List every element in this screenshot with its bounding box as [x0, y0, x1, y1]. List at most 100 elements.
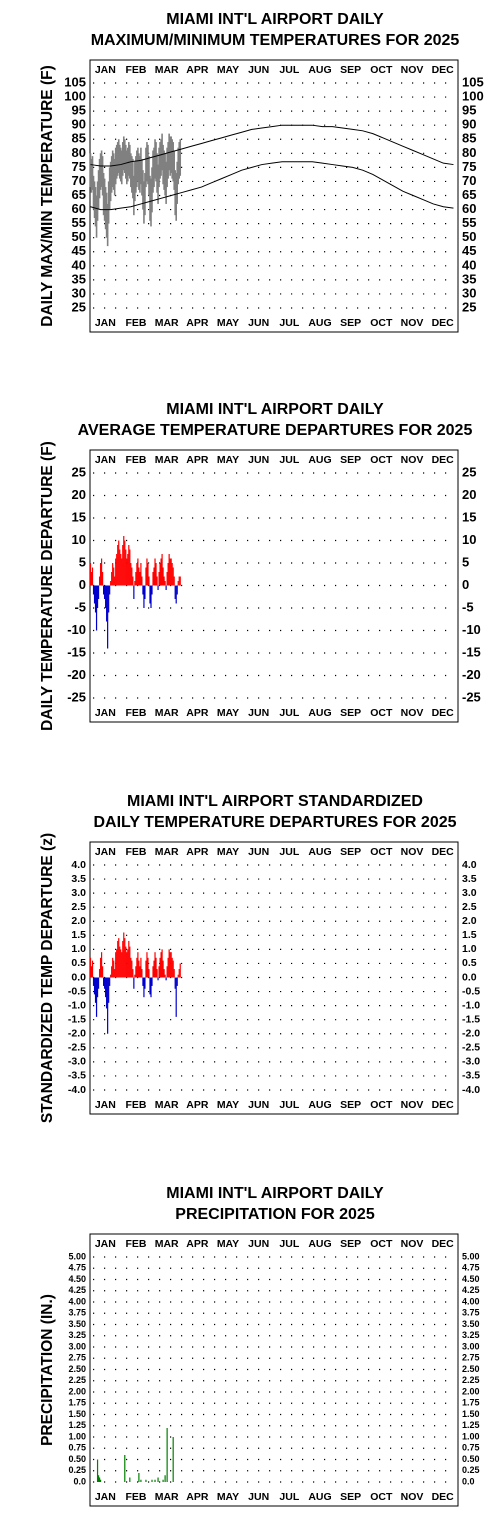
- bar: [113, 567, 115, 586]
- y-tick-label: -2.5: [68, 1042, 86, 1054]
- y-tick-label: 0.50: [68, 1454, 86, 1464]
- bar: [157, 585, 159, 590]
- month-label-bottom: JUN: [248, 317, 269, 329]
- month-label-top: DEC: [432, 1238, 455, 1250]
- y-tick-label-right: -3.5: [462, 1070, 480, 1082]
- month-label-top: JUN: [248, 1238, 269, 1250]
- y-tick-label-right: 2.0: [462, 915, 477, 927]
- bar: [157, 1477, 159, 1482]
- bar: [94, 585, 97, 613]
- month-label-top: APR: [186, 64, 209, 76]
- bar: [163, 969, 165, 978]
- bar: [103, 977, 105, 986]
- y-tick-label-right: 0.75: [462, 1443, 480, 1453]
- y-tick-label-right: 1.50: [462, 1409, 480, 1419]
- y-tick-label-right: 3.75: [462, 1308, 480, 1318]
- month-label-bottom: MAY: [217, 1491, 239, 1503]
- month-label-bottom: OCT: [370, 707, 393, 719]
- bar: [176, 977, 178, 986]
- y-tick-label: 3.75: [68, 1308, 86, 1318]
- bar: [143, 977, 145, 998]
- bar: [179, 963, 181, 978]
- bar: [134, 581, 136, 586]
- month-label-bottom: JUN: [248, 707, 269, 719]
- y-tick-label-right: 2.00: [462, 1386, 480, 1396]
- bar: [98, 576, 101, 586]
- bar: [96, 1459, 99, 1482]
- y-tick-label-right: -25: [462, 689, 481, 704]
- chart-title: MIAMI INT'L AIRPORT DAILY: [166, 11, 384, 28]
- bar: [116, 554, 118, 586]
- bar: [136, 957, 138, 978]
- month-label-top: APR: [186, 1238, 209, 1250]
- month-label-top: MAR: [155, 64, 179, 76]
- bar: [179, 576, 181, 586]
- bar: [89, 957, 92, 978]
- bar: [129, 946, 131, 978]
- y-tick-label: 60: [72, 201, 86, 216]
- y-tick-label: 75: [72, 159, 86, 174]
- bar: [160, 952, 162, 978]
- y-tick-label: 40: [72, 257, 86, 272]
- bar: [118, 938, 120, 978]
- bar: [93, 585, 96, 604]
- y-axis-label: STANDARDIZED TEMP DEPARTURE (z): [39, 833, 56, 1123]
- bar: [128, 545, 130, 586]
- bar: [138, 567, 140, 586]
- y-tick-label: 10: [72, 532, 86, 547]
- bar: [132, 969, 134, 978]
- bar: [154, 558, 156, 586]
- month-label-bottom: APR: [186, 1491, 209, 1503]
- month-label-bottom: JAN: [95, 707, 116, 719]
- y-tick-label: 95: [72, 103, 86, 118]
- bar: [169, 952, 171, 978]
- bar: [133, 977, 135, 989]
- bar: [99, 563, 102, 586]
- bar: [146, 558, 148, 586]
- y-tick-label-right: -2.0: [462, 1028, 480, 1040]
- bar: [97, 977, 100, 989]
- bar: [142, 977, 144, 986]
- bar: [168, 554, 170, 586]
- y-tick-label-right: 1.0: [462, 943, 477, 955]
- bar: [167, 563, 169, 586]
- y-tick-label-right: 85: [462, 131, 476, 146]
- month-label-bottom: SEP: [340, 1491, 361, 1503]
- bar: [164, 1475, 166, 1482]
- bar: [122, 545, 124, 586]
- bar: [125, 946, 127, 978]
- bar: [92, 585, 95, 595]
- bar: [172, 960, 174, 978]
- bar: [118, 540, 120, 586]
- bar: [93, 977, 96, 995]
- bar: [125, 549, 127, 586]
- bar: [91, 567, 94, 586]
- month-label-bottom: AUG: [308, 707, 331, 719]
- y-tick-label-right: 4.75: [462, 1263, 480, 1273]
- bar: [154, 1479, 156, 1482]
- normal-line: [90, 161, 454, 211]
- bar: [97, 585, 100, 599]
- month-label-top: MAR: [155, 846, 179, 858]
- bar: [175, 585, 177, 604]
- bar: [94, 977, 97, 1003]
- bar: [144, 585, 146, 599]
- bar: [128, 940, 130, 978]
- y-tick-label-right: 50: [462, 229, 476, 244]
- bar: [174, 977, 176, 989]
- y-tick-label-right: -1.0: [462, 999, 480, 1011]
- bar: [89, 563, 92, 586]
- bar: [142, 585, 144, 595]
- bar: [108, 977, 110, 1003]
- month-label-top: JAN: [95, 64, 116, 76]
- y-tick-label-right: 1.5: [462, 929, 477, 941]
- y-tick-label-right: 40: [462, 257, 476, 272]
- y-tick-label-right: 2.25: [462, 1375, 480, 1385]
- y-tick-label-right: 80: [462, 145, 476, 160]
- normal-line: [90, 124, 454, 167]
- bar: [129, 549, 131, 586]
- bar: [148, 576, 150, 586]
- bar: [146, 952, 148, 978]
- month-label-top: OCT: [370, 846, 393, 858]
- bar: [165, 977, 167, 981]
